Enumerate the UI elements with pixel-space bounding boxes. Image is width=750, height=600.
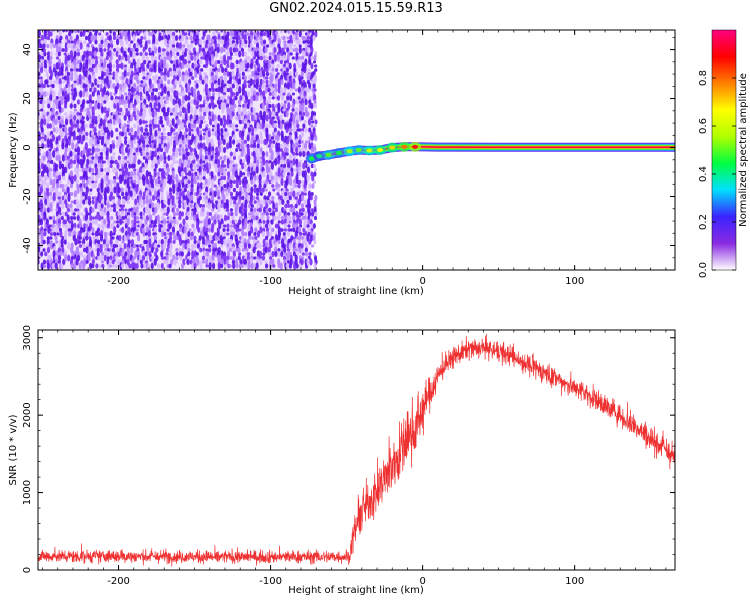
spectrogram-frame [37, 29, 676, 271]
x-tick-label: 100 [565, 576, 584, 587]
spectrogram-x-ticks: -200 -100 0 100 [42, 30, 667, 287]
x-tick-label: 0 [419, 276, 425, 287]
colorbar-frame [711, 29, 737, 271]
chart-title: GN02.2024.015.15.59.R13 [269, 1, 443, 16]
colorbar-tick-label: 0.2 [698, 214, 709, 230]
y-tick-label: 1000 [22, 480, 33, 505]
snr-panel: -200 -100 0 100 0 1000 2000 3000 Height of str… [8, 325, 676, 596]
y-tick-label: 3000 [22, 325, 33, 350]
spectrogram-y-label: Frequency (Hz) [8, 112, 19, 188]
colorbar-ticks: 0.0 0.2 0.4 0.6 0.8 [698, 70, 736, 278]
y-tick-label: 40 [22, 43, 33, 56]
signal-trace [305, 141, 675, 164]
snr-y-label: SNR (10 * v/v) [8, 414, 19, 485]
snr-frame [37, 329, 676, 571]
colorbar-tick-label: 0.6 [698, 118, 709, 134]
snr-y-ticks: 0 1000 2000 3000 [22, 325, 675, 573]
snr-background [38, 330, 675, 570]
y-tick-label: 0 [22, 144, 33, 150]
x-tick-label: 0 [419, 576, 425, 587]
y-tick-label: 0 [22, 567, 33, 573]
x-tick-label: -100 [259, 276, 282, 287]
snr-line [38, 334, 675, 567]
noise-region [38, 30, 318, 270]
y-tick-label: -20 [22, 188, 33, 204]
colorbar-label: Normalized spectral amplitude [738, 73, 749, 227]
spectrogram-y-ticks: -40 -20 0 20 40 [22, 36, 675, 271]
colorbar-gradient [712, 30, 736, 270]
x-tick-label: -100 [259, 576, 282, 587]
y-tick-label: -40 [22, 237, 33, 253]
colorbar-tick-label: 0.4 [698, 166, 709, 182]
snr-x-ticks: -200 -100 0 100 [42, 330, 667, 587]
snr-series [38, 334, 675, 567]
x-tick-label: 100 [565, 276, 584, 287]
colorbar: 0.0 0.2 0.4 0.6 0.8 Normalized spectral ampl… [698, 29, 749, 278]
snr-x-label: Height of straight line (km) [288, 585, 424, 596]
spectrogram-x-label: Height of straight line (km) [288, 286, 424, 297]
y-tick-label: 2000 [22, 402, 33, 427]
y-tick-label: 20 [22, 92, 33, 105]
x-tick-label: -200 [107, 576, 130, 587]
colorbar-tick-label: 0.0 [698, 262, 709, 278]
colorbar-tick-label: 0.8 [698, 70, 709, 86]
x-tick-label: -200 [107, 276, 130, 287]
